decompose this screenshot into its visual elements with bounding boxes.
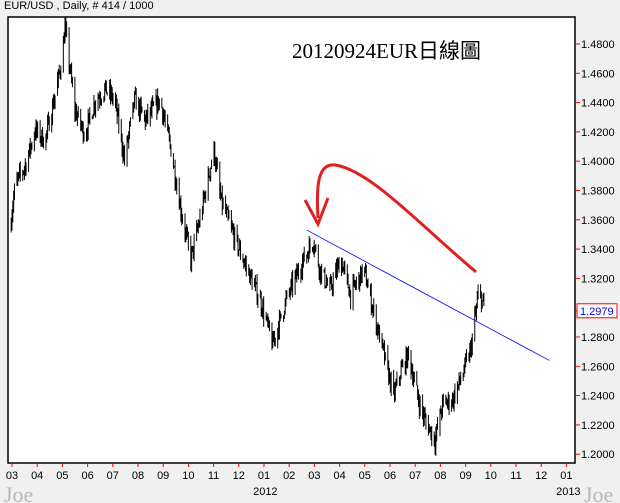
y-tick-label: 1.2000	[581, 449, 615, 461]
x-tick-label: 11	[208, 470, 219, 482]
plot-area	[7, 16, 576, 464]
y-tick-label: 1.4200	[581, 127, 615, 139]
y-tick-label: 1.2600	[581, 361, 615, 373]
x-tick-label: 07	[409, 470, 421, 482]
x-tick-label: 02	[283, 470, 295, 482]
x-tick-label: 10	[485, 470, 497, 482]
year-label: 2012	[253, 486, 277, 498]
x-tick-label: 12	[233, 470, 245, 482]
x-tick-label: 06	[81, 470, 93, 482]
watermark-left: Joe	[4, 482, 33, 503]
y-tick-label: 1.3400	[581, 244, 615, 256]
y-tick-label: 1.2800	[581, 332, 615, 344]
y-tick-label: 1.4800	[581, 39, 615, 51]
x-tick-label: 05	[56, 470, 68, 482]
x-tick-label: 03	[6, 470, 18, 482]
x-axis: 03 04 05 06 07 08 09 10 11 12 01 02 03 04 05 06 07 08 09 10…	[6, 463, 581, 498]
watermark-right: Joe	[584, 482, 613, 503]
x-tick-label: 04	[333, 470, 345, 482]
x-tick-label: 08	[132, 470, 144, 482]
y-tick-label: 1.4400	[581, 98, 615, 110]
x-tick-label: 03	[308, 470, 320, 482]
x-tick-label: 06	[384, 470, 396, 482]
annotation-title: 20120924EUR日線圖	[292, 39, 481, 63]
y-tick-label: 1.2400	[581, 391, 615, 403]
x-tick-label: 05	[359, 470, 371, 482]
arrow-head	[303, 197, 330, 228]
y-tick-label: 1.3600	[581, 215, 615, 227]
y-tick-label: 1.4000	[581, 156, 615, 168]
x-tick-label: 08	[434, 470, 446, 482]
y-tick-label: 1.2200	[581, 420, 615, 432]
chart-header: EUR/USD , Daily, # 414 / 1000	[4, 0, 154, 12]
trendline[interactable]	[306, 229, 550, 361]
x-tick-label: 09	[157, 470, 169, 482]
x-tick-label: 04	[31, 470, 43, 482]
x-tick-label: 01	[560, 470, 572, 482]
y-tick-label: 1.3800	[581, 186, 615, 198]
last-price-label: 1.2979	[580, 306, 614, 318]
x-tick-label: 09	[459, 470, 471, 482]
x-tick-label: 10	[182, 470, 194, 482]
year-label: 2013	[556, 486, 580, 498]
last-price-box	[576, 303, 618, 319]
y-axis: 1.4800 1.4600 1.4400 1.4200 1.4000 1.3800 1.36…	[575, 39, 615, 461]
x-tick-label: 11	[510, 470, 521, 482]
x-tick-label: 12	[535, 470, 547, 482]
x-tick-label: 07	[107, 470, 119, 482]
annotation-arrow	[315, 163, 477, 274]
y-tick-label: 1.3200	[581, 273, 615, 285]
x-tick-label: 01	[258, 470, 270, 482]
ohlc-bars	[10, 16, 485, 456]
y-tick-label: 1.4600	[581, 68, 615, 80]
